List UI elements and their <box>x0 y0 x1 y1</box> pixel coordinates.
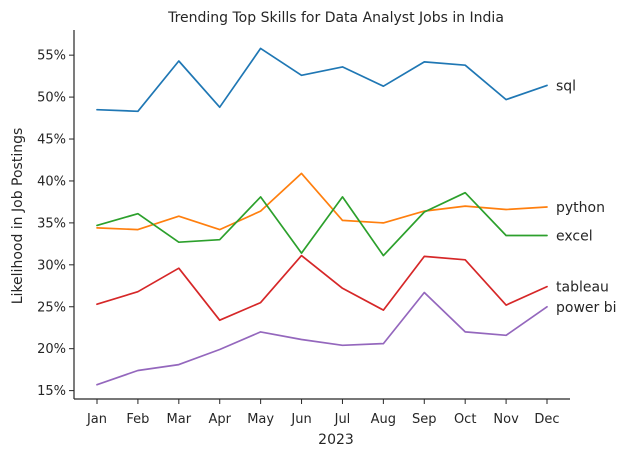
y-tick-label: 45% <box>37 133 66 148</box>
x-tick-label: Jun <box>290 412 311 427</box>
y-tick-label: 20% <box>37 342 66 357</box>
x-tick-label: Feb <box>126 412 149 427</box>
series-line-python <box>96 172 548 231</box>
series-layer: sql python excel tableau power bi <box>96 47 617 386</box>
x-tick-label: Dec <box>534 412 559 427</box>
y-axis: 15% 20% 25% 30% 35% 40% 45% 50% 55% <box>37 30 75 399</box>
series-line-sql <box>96 47 548 113</box>
series-line-excel <box>96 191 548 257</box>
chart-title: Trending Top Skills for Data Analyst Job… <box>167 10 504 26</box>
y-axis-label: Likelihood in Job Postings <box>10 128 26 305</box>
y-tick-label: 40% <box>37 174 66 189</box>
series-label-tableau: tableau <box>556 280 609 296</box>
y-tick-label: 15% <box>37 384 66 399</box>
x-tick-label: Jan <box>86 412 107 427</box>
x-axis-label: 2023 <box>318 432 354 448</box>
series-label-python: python <box>556 200 605 216</box>
x-tick-label: Aug <box>371 412 396 427</box>
x-tick-label: Apr <box>208 412 231 427</box>
x-tick-label: Mar <box>167 412 192 427</box>
series-label-excel: excel <box>556 228 593 244</box>
x-axis: Jan Feb Mar Apr May Jun Jul Aug Sep Oct Nov Dec <box>74 398 570 427</box>
y-tick-label: 30% <box>37 258 66 273</box>
x-tick-label: Oct <box>454 412 476 427</box>
y-tick-label: 55% <box>37 49 66 64</box>
x-tick-label: Jul <box>334 412 351 427</box>
y-tick-label: 50% <box>37 91 66 106</box>
series-label-sql: sql <box>556 78 576 94</box>
y-tick-label: 35% <box>37 216 66 231</box>
x-tick-label: Sep <box>412 412 437 427</box>
x-tick-label: May <box>247 412 274 427</box>
y-tick-label: 25% <box>37 300 66 315</box>
series-line-tableau <box>96 254 548 322</box>
series-line-power-bi <box>96 291 548 386</box>
x-tick-label: Nov <box>493 412 519 427</box>
series-label-power-bi: power bi <box>556 300 617 316</box>
